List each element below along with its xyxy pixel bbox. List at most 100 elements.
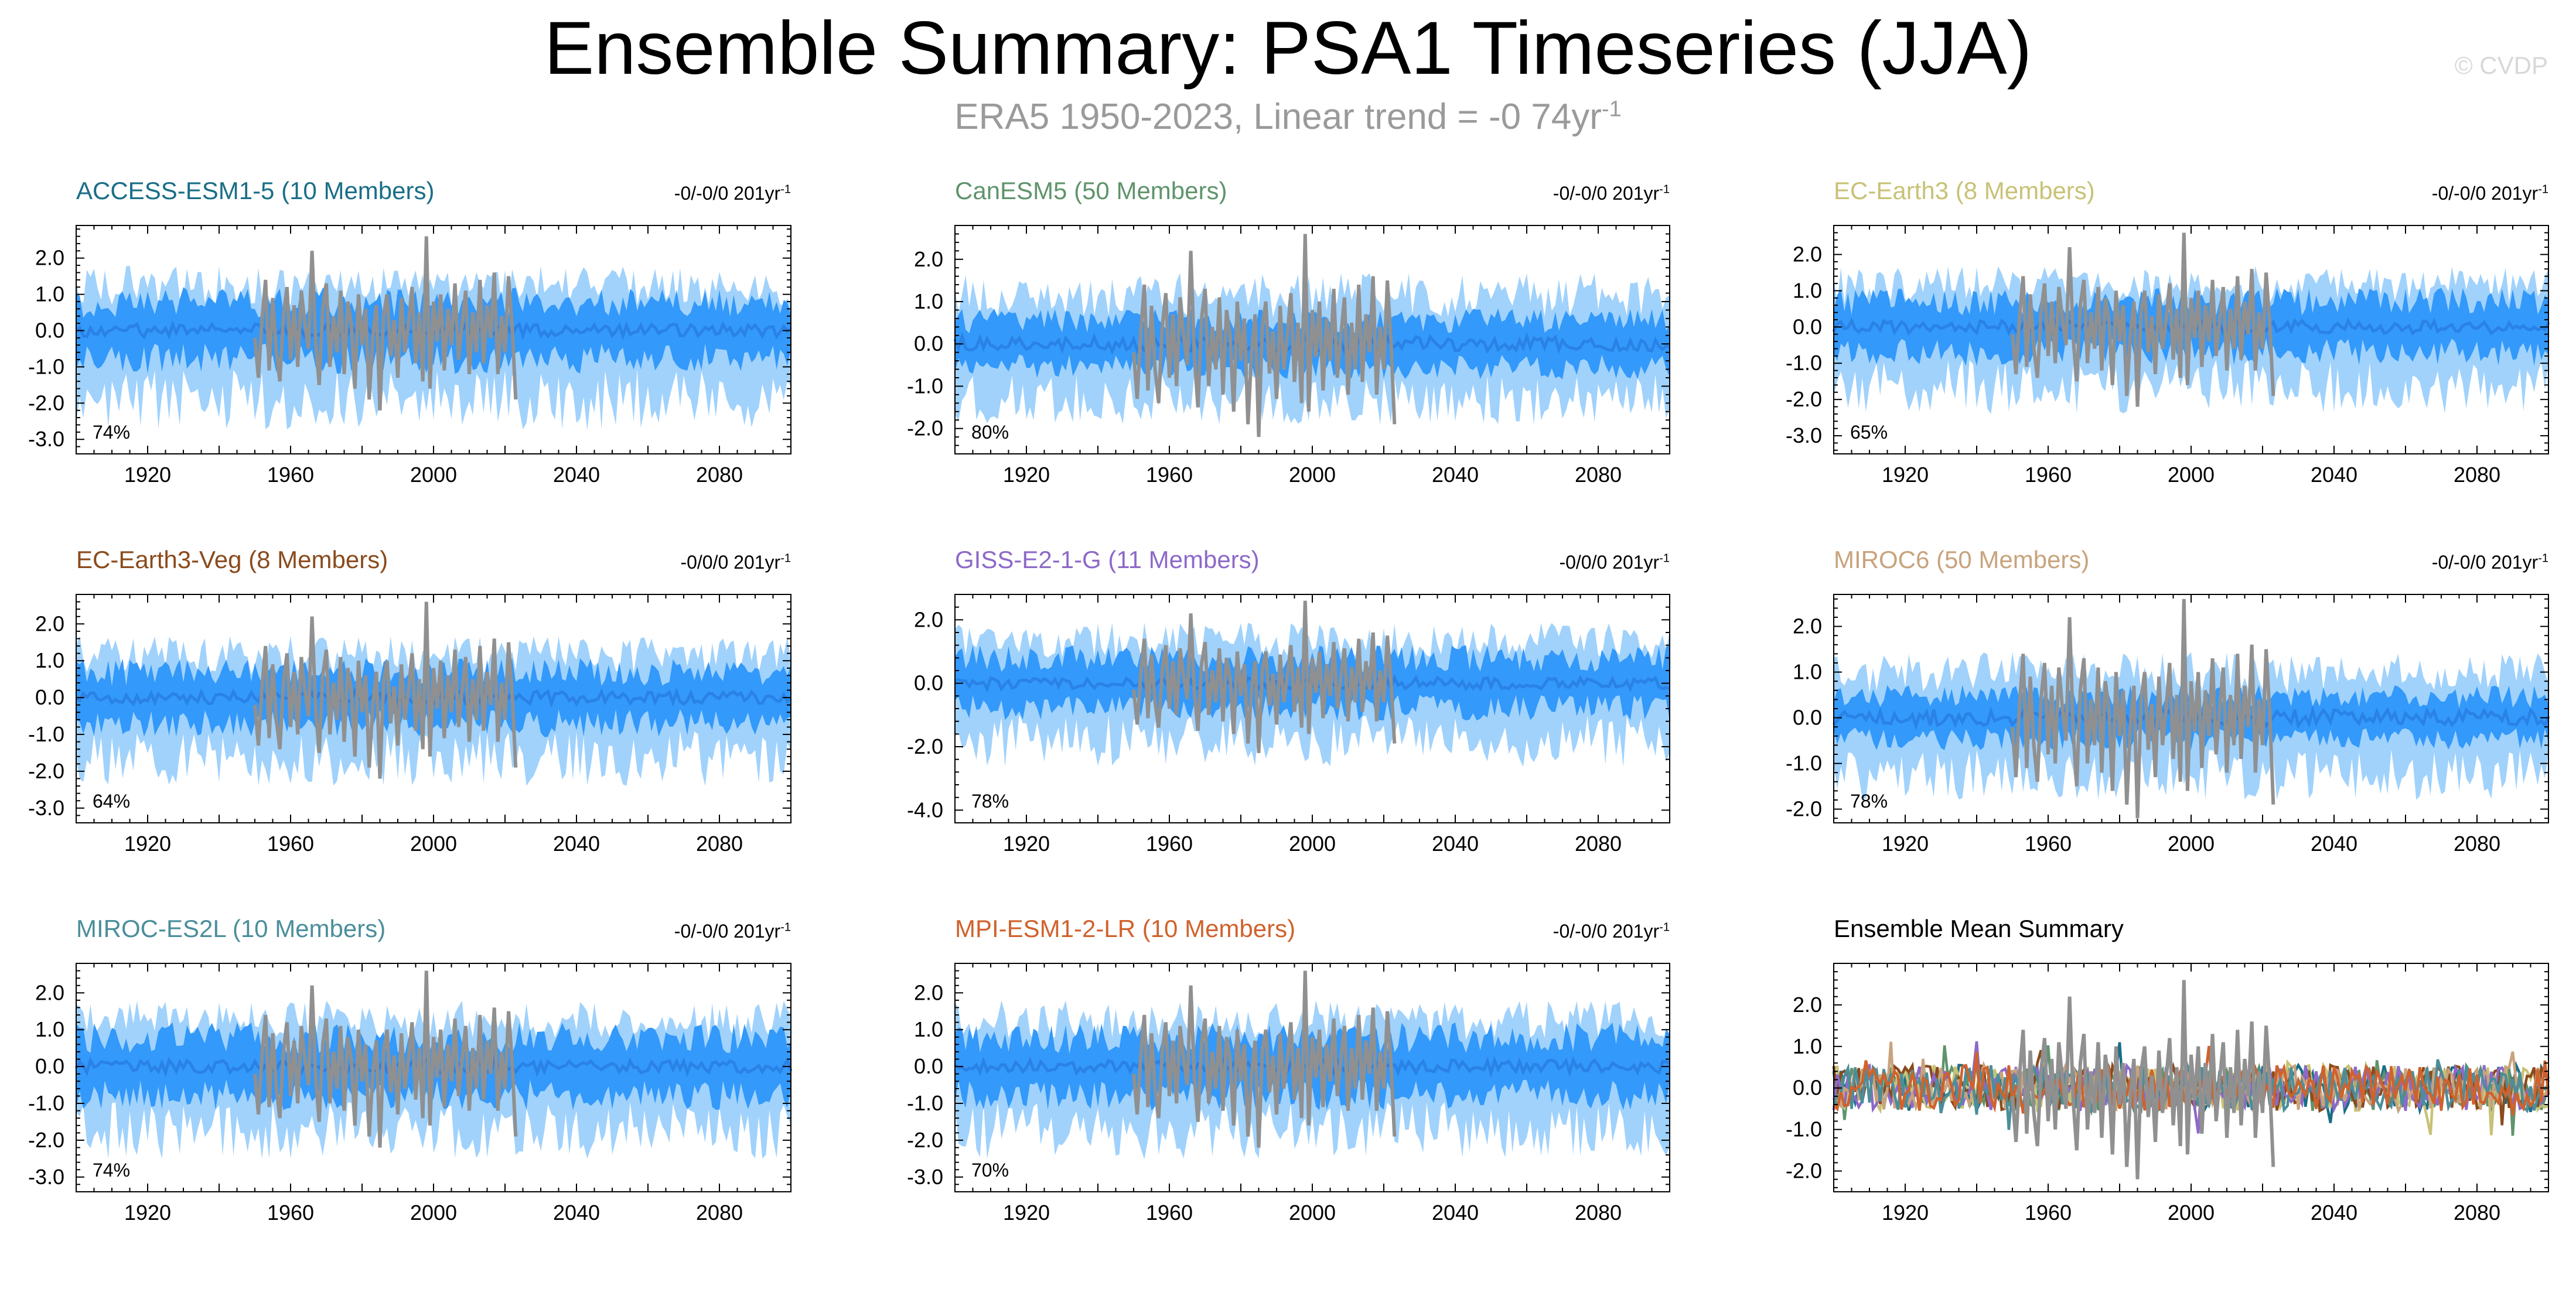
observed-series-line [253,601,518,779]
y-tick-label: 2.0 [1793,614,1822,638]
y-tick-label: -1.0 [1786,351,1822,375]
panel-chart: 1920 1960 2000 2040 2080 2.0 1.0 0.0 -1.0 -2.0 -3.… [28,225,792,487]
y-tick-label: -2.0 [1786,797,1822,821]
panel-4: EC-Earth3-Veg (8 Members) -0/0/0 201yr-1 1… [23,545,844,896]
y-tick-label: -2.0 [1786,387,1822,411]
x-tick-label: 2040 [1432,832,1479,856]
panel-chart: 1920 1960 2000 2040 2080 2.0 1.0 0.0 -1.0 -2.0 80% [907,225,1670,487]
y-tick-label: 1.0 [1793,278,1822,302]
y-tick-label: -1.0 [28,722,64,746]
panel-percent-label: 80% [971,422,1009,443]
x-tick-label: 2000 [410,463,457,487]
x-tick-label: 1920 [1003,463,1050,487]
x-tick-label: 2080 [2454,463,2500,487]
panel-percent-label: 78% [971,791,1009,812]
y-tick-label: 1.0 [35,1017,64,1041]
panel-percent-label: 64% [93,791,130,812]
panel-trend-text: -0/-0/0 201yr [2431,183,2539,204]
x-tick-label: 1960 [267,1201,314,1225]
x-tick-label: 2000 [2168,1201,2215,1225]
panel-trend-text: -0/0/0 201yr [1559,552,1660,573]
y-tick-label: 2.0 [35,246,64,270]
panel-trend: -0/-0/0 201yr-1 [2432,180,2548,206]
y-tick-label: -1.0 [28,1091,64,1115]
y-tick-label: -2.0 [28,759,64,783]
y-tick-label: 0.0 [1793,1076,1822,1100]
panel-chart: 1920 1960 2000 2040 2080 2.0 1.0 0.0 -1.0 -2.0 78% [1786,594,2550,856]
panel-trend: -0/-0/0 201yr-1 [1553,918,1670,944]
x-tick-label: 2040 [553,463,600,487]
copyright-watermark: © CVDP [2454,52,2548,79]
x-tick-label: 2080 [1575,1201,1622,1225]
x-tick-label: 2000 [1289,463,1336,487]
y-tick-label: -1.0 [907,374,943,398]
x-tick-label: 2000 [410,832,457,856]
x-tick-label: 1960 [267,832,314,856]
observed-series-line [2011,599,2275,819]
panel-trend-exponent: -1 [2538,552,2548,565]
panel-3: EC-Earth3 (8 Members) -0/-0/0 201yr-1 1920… [1781,176,2576,527]
x-tick-label: 2000 [2168,832,2215,856]
y-tick-label: 0.0 [914,1054,943,1078]
y-tick-label: 2.0 [1793,242,1822,266]
x-tick-label: 2080 [696,1201,743,1225]
panel-5: GISS-E2-1-G (11 Members) -0/0/0 201yr-1 19… [902,545,1722,896]
panel-percent-label: 70% [971,1160,1009,1181]
observed-series-line [2011,233,2275,407]
y-tick-label: -3.0 [28,1165,64,1189]
y-tick-label: -1.0 [907,1091,943,1115]
x-tick-label: 2000 [1289,1201,1336,1225]
panel-title: MIROC6 (50 Members) [1834,546,2090,573]
panel-chart: 1920 1960 2000 2040 2080 2.0 1.0 0.0 -1.0 -2.0 [1786,963,2550,1225]
y-tick-label: 1.0 [35,648,64,672]
x-tick-label: 2040 [553,1201,600,1225]
x-tick-label: 2080 [2454,832,2500,856]
panel-chart: 1920 1960 2000 2040 2080 2.0 1.0 0.0 -1.0 -2.0 -3.… [28,594,792,856]
panel-trend: -0/-0/0 201yr-1 [674,180,791,206]
panel-title: MPI-ESM1-2-LR (10 Members) [955,915,1296,942]
panel-chart: 1920 1960 2000 2040 2080 2.0 1.0 0.0 -1.0 -2.0 -3.… [28,963,793,1225]
x-tick-label: 1960 [1146,1201,1193,1225]
observed-series-line [253,970,518,1148]
x-tick-label: 2040 [2311,1201,2357,1225]
x-tick-label: 1960 [1146,832,1193,856]
x-tick-label: 2000 [410,1201,457,1225]
panel-title: EC-Earth3 (8 Members) [1834,177,2095,204]
y-tick-label: -3.0 [28,427,64,451]
x-tick-label: 1960 [267,463,314,487]
page-title: Ensemble Summary: PSA1 Timeseries (JJA) [544,6,2032,90]
x-tick-label: 2040 [2311,832,2357,856]
y-tick-label: -2.0 [28,391,64,415]
observed-series-line [253,236,518,411]
panel-trend: -0/-0/0 201yr-1 [1553,180,1670,206]
y-tick-label: 2.0 [35,980,64,1004]
panel-6: MIROC6 (50 Members) -0/-0/0 201yr-1 1920 19… [1781,545,2576,896]
observed-series-line [2011,980,2275,1179]
y-tick-label: 2.0 [1793,993,1822,1017]
x-tick-label: 1960 [1146,463,1193,487]
panel-title: EC-Earth3-Veg (8 Members) [76,546,388,573]
x-tick-label: 2080 [696,832,743,856]
panel-9: Ensemble Mean Summary 1920 1960 2000 2040 208… [1781,914,2576,1265]
observed-series-line [1132,970,1397,1148]
y-tick-label: -1.0 [1786,1117,1822,1141]
panel-title: ACCESS-ESM1-5 (10 Members) [76,177,435,204]
panel-chart: 1920 1960 2000 2040 2080 2.0 1.0 0.0 -1.0 -2.0 -3.… [907,963,1670,1225]
x-tick-label: 2040 [553,832,600,856]
page-subtitle: ERA5 1950-2023, Linear trend = -0 74yr-1 [0,94,2576,141]
panel-trend: -0/-0/0 201yr-1 [674,918,791,944]
panel-percent-label: 78% [1850,791,1888,812]
x-tick-label: 2000 [2168,463,2215,487]
panel-percent-label: 74% [93,422,130,443]
y-tick-label: 2.0 [914,247,943,271]
panel-percent-label: 65% [1850,422,1888,443]
observed-series-line [1132,234,1397,437]
y-tick-label: -1.0 [1786,751,1822,775]
y-tick-label: 1.0 [35,282,64,306]
y-tick-label: -2.0 [907,416,943,440]
panel-trend-exponent: -1 [780,552,791,565]
x-tick-label: 2080 [1575,463,1622,487]
x-tick-label: 1920 [124,1201,171,1225]
panel-trend-exponent: -1 [780,921,791,934]
x-tick-label: 2080 [1575,832,1622,856]
